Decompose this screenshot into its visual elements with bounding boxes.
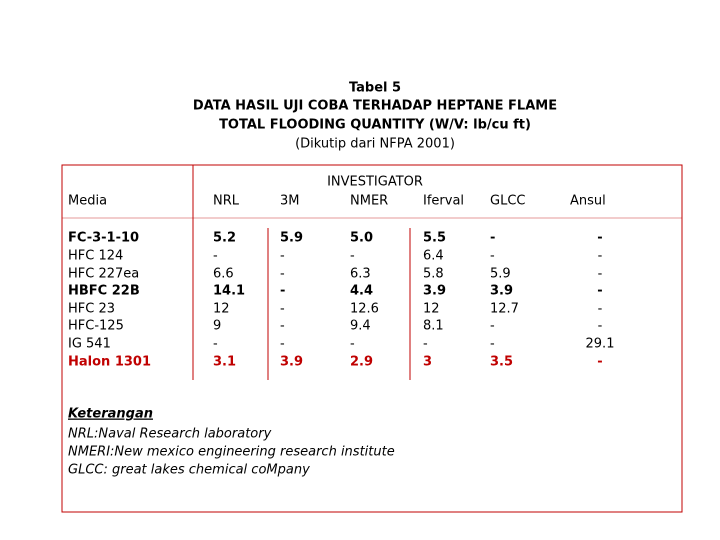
cell: 6.3 xyxy=(350,267,371,282)
row-label: IG 541 xyxy=(68,337,111,352)
row-label: HBFC 22B xyxy=(68,284,140,299)
row-label: Halon 1301 xyxy=(68,355,151,370)
group-header: INVESTIGATOR xyxy=(327,175,423,190)
cell: 8.1 xyxy=(423,319,444,334)
cell: 3.9 xyxy=(490,284,513,299)
cell: - xyxy=(213,337,218,352)
cell: - xyxy=(597,284,602,299)
cell: - xyxy=(423,337,428,352)
cell: 29.1 xyxy=(586,337,615,352)
cell: 12.6 xyxy=(350,302,379,317)
cell: 5.0 xyxy=(350,231,373,246)
cell: - xyxy=(490,231,495,246)
column-header: NRL xyxy=(213,194,240,209)
row-label: HFC 124 xyxy=(68,249,123,264)
cell: 6.6 xyxy=(213,267,234,282)
note-line: GLCC: great lakes chemical coMpany xyxy=(68,463,310,478)
cell: 5.5 xyxy=(423,231,446,246)
cell: 4.4 xyxy=(350,284,373,299)
note-line: NRL:Naval Research laboratory xyxy=(68,427,272,442)
cell: 3.5 xyxy=(490,355,513,370)
cell: 6.4 xyxy=(423,249,444,264)
cell: 2.9 xyxy=(350,355,373,370)
column-header: Media xyxy=(68,194,107,209)
cell: - xyxy=(598,267,603,282)
cell: - xyxy=(280,249,285,264)
row-label: HFC 227ea xyxy=(68,267,139,282)
cell: - xyxy=(280,337,285,352)
cell: 5.9 xyxy=(280,231,303,246)
title-line: DATA HASIL UJI COBA TERHADAP HEPTANE FLA… xyxy=(193,99,557,114)
cell: - xyxy=(280,302,285,317)
cell: 9.4 xyxy=(350,319,371,334)
title-line: TOTAL FLOODING QUANTITY (W/V: lb/cu ft) xyxy=(219,118,531,133)
cell: 12 xyxy=(213,302,230,317)
row-label: HFC-125 xyxy=(68,319,124,334)
cell: - xyxy=(490,337,495,352)
cell: - xyxy=(490,319,495,334)
notes-heading: Keterangan xyxy=(68,407,153,422)
cell: - xyxy=(350,249,355,264)
column-header: NMER xyxy=(350,194,388,209)
column-header: 3M xyxy=(280,194,300,209)
note-line: NMERI:New mexico engineering research in… xyxy=(68,445,395,460)
cell: - xyxy=(280,319,285,334)
cell: - xyxy=(598,249,603,264)
column-header: Iferval xyxy=(423,194,464,209)
cell: - xyxy=(598,319,603,334)
title-line: (Dikutip dari NFPA 2001) xyxy=(295,137,455,152)
table-frame xyxy=(61,164,683,513)
column-header: Ansul xyxy=(570,194,606,209)
cell: 14.1 xyxy=(213,284,245,299)
cell: - xyxy=(280,267,285,282)
cell: 3.9 xyxy=(280,355,303,370)
cell: 3.1 xyxy=(213,355,236,370)
cell: - xyxy=(598,302,603,317)
cell: - xyxy=(280,284,285,299)
row-label: HFC 23 xyxy=(68,302,115,317)
cell: 12 xyxy=(423,302,440,317)
cell: - xyxy=(490,249,495,264)
cell: 3.9 xyxy=(423,284,446,299)
title-line: Tabel 5 xyxy=(349,81,401,96)
cell: - xyxy=(213,249,218,264)
cell: - xyxy=(597,231,602,246)
cell: 3 xyxy=(423,355,432,370)
cell: 5.9 xyxy=(490,267,511,282)
cell: 12.7 xyxy=(490,302,519,317)
cell: 5.2 xyxy=(213,231,236,246)
cell: 5.8 xyxy=(423,267,444,282)
row-label: FC-3-1-10 xyxy=(68,231,139,246)
cell: - xyxy=(597,355,602,370)
cell: - xyxy=(350,337,355,352)
cell: 9 xyxy=(213,319,221,334)
column-header: GLCC xyxy=(490,194,525,209)
